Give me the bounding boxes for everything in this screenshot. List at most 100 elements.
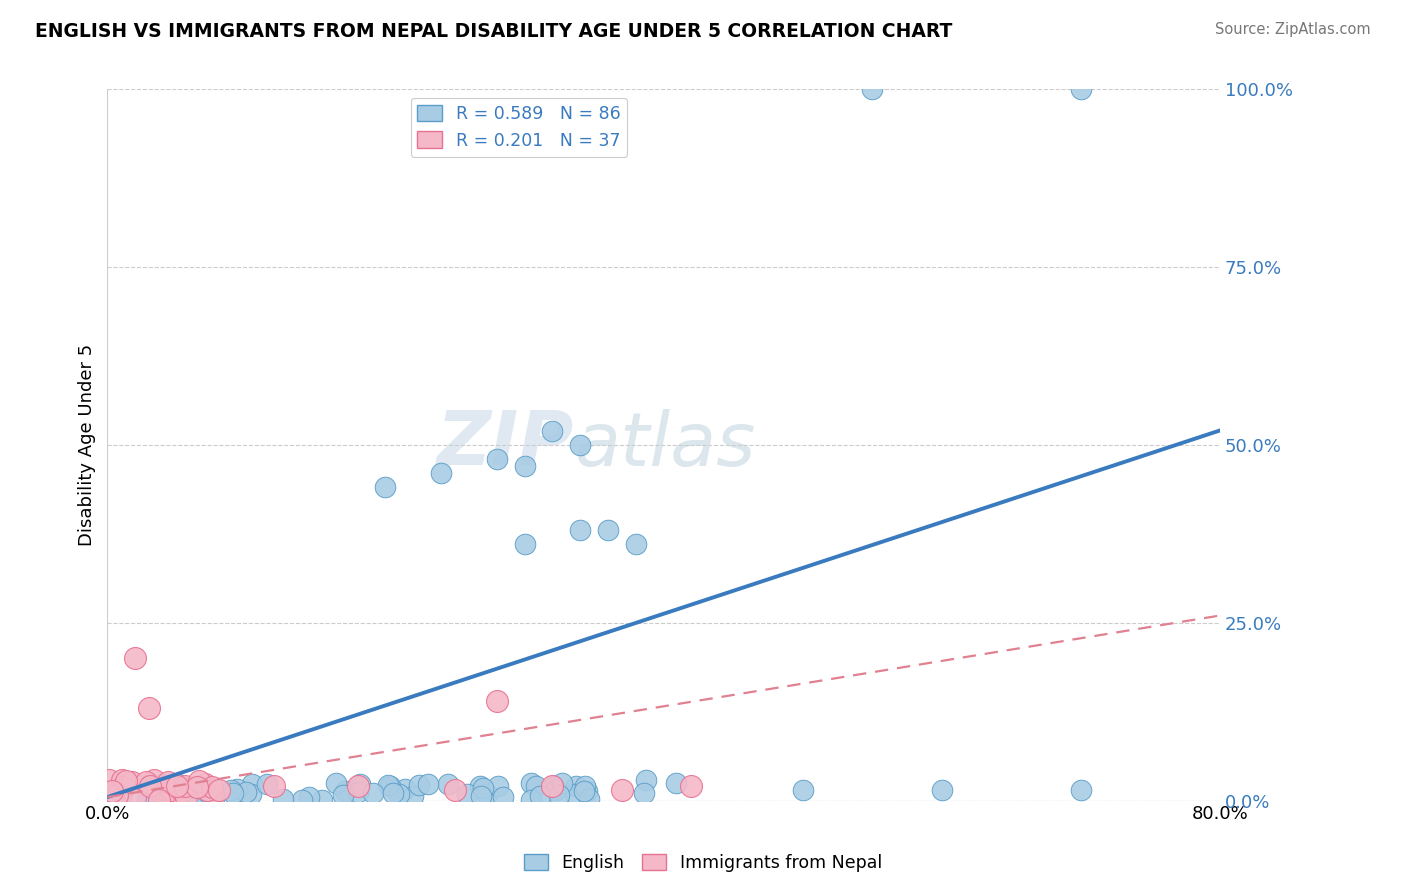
Point	[430, 467, 453, 481]
Point	[142, 772, 165, 787]
Point	[207, 783, 229, 797]
Point	[174, 780, 197, 795]
Point	[486, 780, 509, 794]
Point	[346, 780, 368, 794]
Point	[633, 786, 655, 800]
Point	[97, 772, 120, 787]
Point	[202, 786, 225, 800]
Point	[332, 788, 354, 802]
Point	[105, 789, 128, 803]
Point	[177, 791, 200, 805]
Point	[290, 792, 312, 806]
Point	[201, 780, 224, 794]
Point	[97, 791, 120, 805]
Point	[121, 775, 143, 789]
Text: Source: ZipAtlas.com: Source: ZipAtlas.com	[1215, 22, 1371, 37]
Point	[325, 776, 347, 790]
Point	[471, 781, 494, 796]
Point	[229, 793, 252, 807]
Legend: English, Immigrants from Nepal: English, Immigrants from Nepal	[516, 847, 890, 879]
Point	[564, 788, 586, 802]
Point	[569, 523, 592, 537]
Point	[174, 789, 197, 804]
Point	[263, 780, 285, 794]
Point	[138, 777, 160, 791]
Point	[520, 776, 543, 790]
Point	[475, 787, 498, 801]
Point	[298, 790, 321, 805]
Point	[470, 789, 492, 803]
Point	[541, 424, 564, 438]
Point	[1070, 783, 1092, 797]
Point	[188, 773, 211, 788]
Point	[197, 782, 219, 797]
Text: atlas: atlas	[575, 409, 756, 481]
Point	[1070, 82, 1092, 96]
Point	[513, 537, 536, 551]
Point	[437, 776, 460, 790]
Point	[347, 785, 370, 799]
Point	[485, 694, 508, 708]
Point	[492, 790, 515, 805]
Legend: R = 0.589   N = 86, R = 0.201   N = 37: R = 0.589 N = 86, R = 0.201 N = 37	[411, 97, 627, 157]
Text: ENGLISH VS IMMIGRANTS FROM NEPAL DISABILITY AGE UNDER 5 CORRELATION CHART: ENGLISH VS IMMIGRANTS FROM NEPAL DISABIL…	[35, 22, 952, 41]
Point	[115, 774, 138, 789]
Point	[546, 783, 568, 797]
Point	[194, 777, 217, 791]
Point	[152, 789, 174, 804]
Point	[349, 777, 371, 791]
Point	[112, 780, 135, 794]
Point	[195, 784, 218, 798]
Point	[148, 793, 170, 807]
Point	[222, 786, 245, 800]
Point	[160, 783, 183, 797]
Point	[100, 783, 122, 797]
Point	[256, 777, 278, 791]
Point	[624, 537, 647, 551]
Point	[681, 780, 703, 794]
Point	[219, 783, 242, 797]
Point	[569, 438, 592, 452]
Point	[97, 786, 120, 800]
Point	[138, 701, 160, 715]
Point	[225, 782, 247, 797]
Text: ZIP: ZIP	[437, 409, 575, 482]
Point	[565, 779, 588, 793]
Point	[578, 792, 600, 806]
Point	[204, 789, 226, 804]
Point	[596, 523, 619, 537]
Point	[107, 793, 129, 807]
Point	[382, 786, 405, 800]
Point	[444, 783, 467, 797]
Point	[529, 789, 551, 803]
Point	[124, 651, 146, 665]
Point	[108, 787, 131, 801]
Point	[166, 777, 188, 791]
Point	[524, 780, 547, 794]
Point	[468, 779, 491, 793]
Point	[541, 780, 564, 794]
Point	[572, 784, 595, 798]
Point	[416, 777, 439, 791]
Point	[135, 792, 157, 806]
Point	[152, 782, 174, 797]
Point	[186, 780, 208, 794]
Point	[240, 777, 263, 791]
Point	[456, 787, 478, 801]
Point	[792, 783, 814, 797]
Point	[188, 792, 211, 806]
Point	[547, 788, 569, 802]
Point	[665, 776, 688, 790]
Point	[610, 783, 633, 797]
Point	[173, 779, 195, 793]
Point	[576, 784, 599, 798]
Point	[513, 459, 536, 474]
Point	[271, 792, 294, 806]
Point	[187, 779, 209, 793]
Point	[139, 779, 162, 793]
Point	[636, 772, 658, 787]
Point	[124, 789, 146, 804]
Point	[378, 780, 401, 794]
Point	[157, 775, 180, 789]
Point	[110, 787, 132, 801]
